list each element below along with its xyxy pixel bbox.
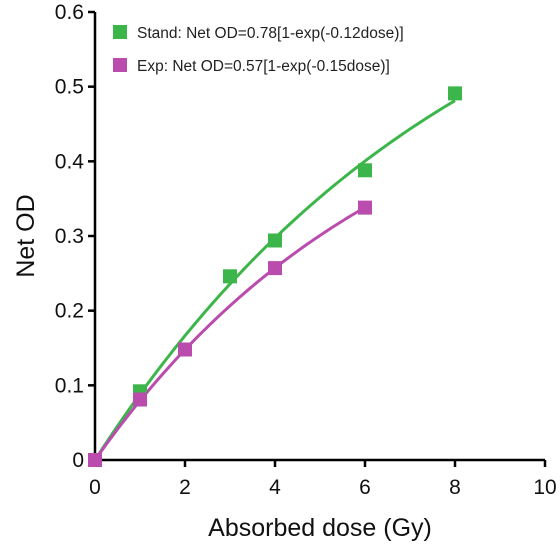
y-tick-label: 0.4	[55, 150, 85, 173]
data-point-series-2	[358, 200, 372, 215]
x-tick-label: 2	[179, 476, 191, 499]
data-point-series-1	[358, 163, 372, 178]
fit-line-series-1	[93, 99, 456, 461]
x-axis-title: Absorbed dose (Gy)	[208, 514, 432, 542]
y-tick-label: 0.2	[55, 300, 84, 323]
y-tick-label: 0.3	[55, 225, 84, 248]
fit-line-series-2	[93, 206, 366, 461]
data-point-series-1	[223, 269, 237, 284]
y-tick-label: 0	[72, 449, 84, 472]
data-point-series-2	[133, 392, 147, 407]
data-point-series-1	[448, 86, 462, 101]
data-point-series-2	[268, 261, 282, 276]
y-axis-title: Net OD	[12, 194, 40, 277]
data-point-series-2	[178, 342, 192, 357]
x-tick-label: 6	[359, 476, 371, 499]
ticks: 0 0.1 0.2 0.3 0.4 0.5 0.6 0 2 4 6 8 10	[55, 1, 557, 499]
legend-swatch-series-1	[113, 25, 127, 39]
data-point-series-1	[268, 233, 282, 248]
x-tick-label: 8	[449, 476, 461, 499]
y-tick-label: 0.5	[55, 76, 84, 99]
legend-label-series-1: Stand: Net OD=0.78[1-exp(-0.12dose)]	[137, 25, 404, 42]
data-point-series-2	[88, 453, 102, 467]
legend-swatch-series-2	[113, 58, 127, 72]
x-tick-label: 4	[269, 476, 281, 499]
legend-label-series-2: Exp: Net OD=0.57[1-exp(-0.15dose)]	[137, 58, 390, 75]
fit-lines	[93, 99, 456, 461]
data-points	[88, 86, 462, 467]
y-tick-label: 0.1	[55, 374, 84, 397]
y-tick-label: 0.6	[55, 1, 84, 24]
legend: Stand: Net OD=0.78[1-exp(-0.12dose)] Exp:…	[113, 25, 404, 75]
x-tick-label: 0	[89, 476, 101, 499]
x-tick-label: 10	[533, 476, 556, 499]
